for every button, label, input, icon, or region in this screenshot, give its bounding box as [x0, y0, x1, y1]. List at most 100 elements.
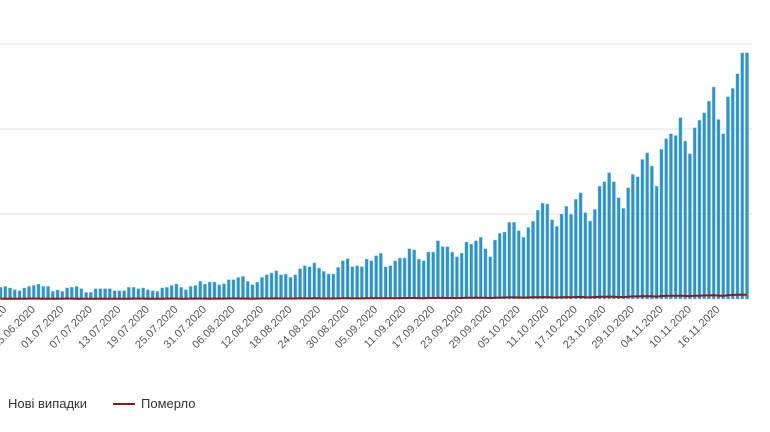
case-bar: [678, 117, 683, 300]
case-bar: [654, 185, 659, 300]
case-bar: [255, 281, 260, 300]
case-bar: [502, 231, 507, 300]
case-bar: [735, 73, 740, 300]
case-bar: [730, 88, 735, 300]
case-bar: [136, 288, 141, 300]
case-bar: [683, 140, 687, 300]
case-bar: [222, 283, 226, 300]
case-bar: [597, 185, 602, 300]
case-bar: [336, 267, 340, 300]
case-bar: [555, 226, 559, 300]
case-bar: [141, 287, 145, 300]
case-bar: [531, 221, 535, 300]
case-bar: [507, 222, 512, 300]
case-bar: [17, 290, 22, 300]
case-bar: [364, 258, 369, 300]
case-bar: [379, 252, 383, 300]
case-bar: [593, 209, 597, 300]
case-bar: [607, 172, 611, 300]
case-bar: [303, 265, 307, 300]
case-bar: [521, 237, 526, 300]
case-bar: [726, 96, 730, 300]
case-bar: [745, 52, 749, 300]
case-bar: [602, 181, 607, 300]
case-bar: [564, 206, 569, 300]
case-bar: [283, 273, 288, 300]
case-bar: [640, 159, 645, 300]
case-bar: [407, 248, 412, 300]
case-bar: [117, 290, 122, 300]
cases-bars: [0, 52, 749, 300]
case-bar: [398, 257, 402, 300]
case-bar: [179, 287, 183, 300]
legend-deaths-swatch: [113, 402, 135, 405]
case-bar: [79, 288, 84, 300]
case-bar: [245, 281, 250, 300]
case-bar: [421, 260, 426, 300]
case-bar: [535, 209, 540, 300]
case-bar: [74, 286, 79, 300]
case-bar: [326, 273, 331, 300]
case-bar: [412, 249, 416, 300]
case-bar: [464, 241, 469, 300]
case-bar: [103, 288, 107, 300]
case-bar: [298, 268, 302, 300]
case-bar: [269, 272, 274, 300]
case-bar: [12, 289, 17, 300]
case-bar: [8, 287, 12, 300]
case-bar: [493, 239, 497, 300]
case-bar: [70, 287, 74, 300]
case-bar: [559, 213, 564, 300]
case-bar: [459, 252, 464, 300]
case-bar: [478, 237, 483, 300]
case-bar: [369, 260, 374, 300]
case-bar: [669, 133, 673, 300]
case-bar: [440, 246, 445, 300]
case-bar: [545, 203, 550, 300]
case-bar: [516, 230, 521, 300]
case-bar: [108, 288, 112, 300]
case-bar: [27, 286, 31, 300]
case-bar: [41, 286, 46, 300]
case-bar: [317, 267, 321, 300]
case-bar: [550, 219, 554, 300]
case-bar: [616, 197, 621, 300]
case-bar: [526, 227, 531, 300]
case-bar: [241, 276, 245, 300]
case-bar: [450, 251, 455, 300]
case-bar: [360, 266, 364, 300]
case-bar: [127, 287, 131, 300]
case-bar: [697, 120, 702, 300]
case-bar: [46, 286, 50, 300]
case-bar: [169, 285, 174, 300]
case-bar: [131, 287, 136, 300]
case-bar: [707, 100, 711, 300]
case-bar: [65, 287, 69, 300]
legend-item-deaths[interactable]: Померло: [113, 396, 196, 411]
case-bar: [31, 285, 36, 300]
legend-item-cases[interactable]: Нові випадки: [8, 396, 87, 411]
case-bar: [664, 138, 668, 300]
case-bar: [650, 165, 654, 300]
case-bar: [417, 258, 421, 300]
case-bar: [331, 273, 336, 300]
case-bar: [188, 286, 193, 300]
case-bar: [721, 133, 726, 300]
case-bar: [436, 240, 440, 300]
x-axis-ticks: 19.06.202025.06.202001.07.202007.07.2020…: [0, 304, 723, 351]
case-bar: [98, 288, 103, 300]
case-bar: [307, 266, 312, 300]
case-bar: [174, 283, 179, 300]
case-bar: [673, 135, 678, 300]
case-bar: [203, 283, 207, 300]
case-bar: [626, 187, 630, 300]
case-bar: [0, 287, 3, 300]
case-bar: [217, 284, 222, 300]
case-bar: [36, 283, 41, 300]
case-bar: [355, 265, 359, 300]
case-bar: [293, 274, 298, 300]
case-bar: [55, 289, 60, 300]
case-bar: [659, 149, 664, 300]
case-bar: [569, 214, 573, 300]
